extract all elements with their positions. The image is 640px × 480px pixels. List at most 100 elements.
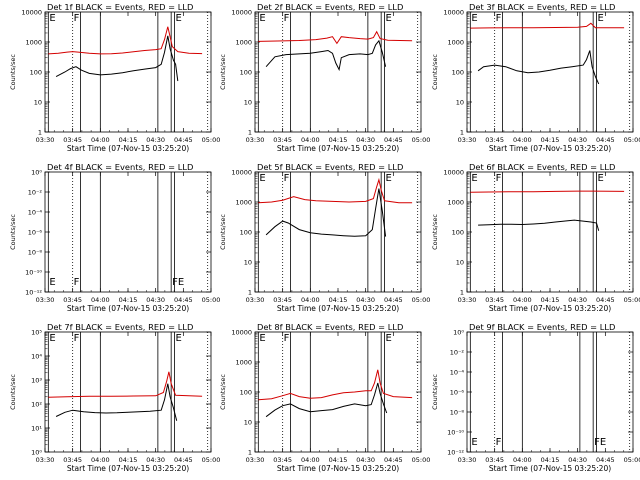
x-tick-label: 03:30 bbox=[458, 136, 477, 144]
x-tick-label: 04:00 bbox=[91, 136, 110, 144]
plot-frame bbox=[466, 11, 634, 133]
x-tick-label: 04:15 bbox=[329, 296, 348, 304]
flag-label: F bbox=[496, 13, 502, 24]
events-series-line bbox=[55, 35, 179, 82]
flag-label: F bbox=[74, 333, 80, 344]
y-tick-label: 10⁻⁸ bbox=[28, 249, 43, 257]
plot-frame bbox=[466, 331, 634, 453]
x-tick-label: 03:30 bbox=[246, 456, 265, 464]
x-axis-label: Start Time (07-Nov-15 03:25:20) bbox=[67, 464, 189, 473]
x-tick-label: 04:30 bbox=[146, 296, 165, 304]
y-tick-label: 10⁻⁴ bbox=[28, 209, 43, 217]
flag-label: F bbox=[284, 13, 290, 24]
flag-label: E bbox=[259, 173, 265, 184]
x-axis-label: Start Time (07-Nov-15 03:25:20) bbox=[489, 304, 611, 313]
lld-series-line bbox=[258, 30, 413, 45]
y-tick-label: 10⁻¹² bbox=[25, 289, 42, 297]
y-tick-label: 10 bbox=[456, 99, 464, 107]
y-tick-label: 10 bbox=[456, 259, 464, 267]
panel-title: Det 4f BLACK = Events, RED = LLD bbox=[47, 162, 193, 172]
y-tick-label: 1 bbox=[248, 449, 252, 457]
x-tick-label: 04:15 bbox=[119, 136, 138, 144]
x-axis-label: Start Time (07-Nov-15 03:25:20) bbox=[277, 144, 399, 153]
y-tick-label: 10⁴ bbox=[31, 353, 42, 361]
events-series-line bbox=[478, 219, 600, 231]
y-tick-label: 10⁰ bbox=[31, 169, 42, 177]
y-tick-label: 1 bbox=[38, 129, 42, 137]
y-tick-label: 10⁻⁴ bbox=[450, 369, 465, 377]
flag-label: F bbox=[74, 13, 80, 24]
y-tick-label: 10000 bbox=[443, 169, 464, 177]
panel-title: Det 3f BLACK = Events, RED = LLD bbox=[469, 2, 615, 12]
flag-label: F bbox=[284, 173, 290, 184]
x-tick-label: 04:00 bbox=[301, 456, 320, 464]
flag-label: E bbox=[175, 333, 181, 344]
panel-title: Det 1f BLACK = Events, RED = LLD bbox=[47, 2, 193, 12]
x-tick-label: 03:45 bbox=[485, 456, 504, 464]
x-tick-label: 03:45 bbox=[273, 456, 292, 464]
panel-7: Det 7f BLACK = Events, RED = LLD 03:30 03:… bbox=[9, 322, 220, 473]
y-tick-label: 10⁻² bbox=[28, 189, 43, 197]
flag-label: E bbox=[385, 173, 391, 184]
x-tick-label: 03:45 bbox=[485, 136, 504, 144]
x-tick-label: 03:30 bbox=[458, 456, 477, 464]
y-tick-label: 100 bbox=[240, 229, 252, 237]
x-tick-label: 05:00 bbox=[624, 456, 640, 464]
x-tick-label: 03:45 bbox=[485, 296, 504, 304]
y-tick-label: 10 bbox=[244, 99, 252, 107]
x-tick-label: 05:00 bbox=[202, 296, 221, 304]
x-tick-label: 04:30 bbox=[356, 296, 375, 304]
panel-2: Det 2f BLACK = Events, RED = LLD 03:30 03:… bbox=[219, 2, 430, 153]
flag-label: E bbox=[259, 333, 265, 344]
plot-frame bbox=[44, 171, 212, 293]
x-tick-label: 05:00 bbox=[412, 136, 431, 144]
y-axis-label: Counts/sec bbox=[219, 214, 227, 250]
y-tick-label: 100 bbox=[30, 69, 42, 77]
panel-8: Det 8f BLACK = Events, RED = LLD 03:30 03:… bbox=[219, 322, 430, 473]
x-tick-label: 04:00 bbox=[91, 456, 110, 464]
x-tick-label: 03:45 bbox=[273, 136, 292, 144]
x-tick-label: 04:45 bbox=[596, 296, 615, 304]
x-tick-label: 03:30 bbox=[36, 456, 55, 464]
x-tick-label: 04:15 bbox=[119, 296, 138, 304]
y-tick-label: 10000 bbox=[231, 169, 252, 177]
y-tick-label: 1000 bbox=[447, 199, 464, 207]
events-series-line bbox=[265, 188, 387, 237]
y-axis-label: Counts/sec bbox=[431, 54, 439, 90]
y-tick-label: 10⁻¹⁰ bbox=[447, 429, 464, 437]
y-tick-label: 1 bbox=[460, 129, 464, 137]
y-tick-label: 10⁰ bbox=[31, 449, 42, 457]
plot-frame bbox=[466, 171, 634, 293]
flag-label: E bbox=[385, 333, 391, 344]
y-tick-label: 10⁻² bbox=[450, 349, 465, 357]
flag-label: F bbox=[496, 173, 502, 184]
flag-label: F bbox=[496, 437, 502, 448]
x-tick-label: 04:15 bbox=[329, 136, 348, 144]
x-axis-label: Start Time (07-Nov-15 03:25:20) bbox=[489, 464, 611, 473]
x-tick-label: 03:45 bbox=[63, 136, 82, 144]
flag-label: E bbox=[597, 13, 603, 24]
y-axis-label: Counts/sec bbox=[431, 214, 439, 250]
flag-label: E bbox=[259, 13, 265, 24]
x-tick-label: 05:00 bbox=[624, 136, 640, 144]
x-tick-label: 04:15 bbox=[541, 296, 560, 304]
panel-9: Det 9f BLACK = Events, RED = LLD 03:30 03:… bbox=[431, 322, 640, 473]
y-tick-label: 1 bbox=[248, 289, 252, 297]
panel-6: Det 6f BLACK = Events, RED = LLD 03:30 03:… bbox=[431, 162, 640, 313]
x-tick-label: 04:30 bbox=[146, 136, 165, 144]
panel-title: Det 6f BLACK = Events, RED = LLD bbox=[469, 162, 615, 172]
y-tick-label: 100 bbox=[240, 69, 252, 77]
x-tick-label: 04:00 bbox=[513, 296, 532, 304]
flag-label: E bbox=[471, 437, 477, 448]
flag-label: F bbox=[284, 333, 290, 344]
x-tick-label: 05:00 bbox=[202, 456, 221, 464]
lld-series-line bbox=[470, 22, 625, 29]
y-tick-label: 10 bbox=[244, 419, 252, 427]
x-tick-label: 04:00 bbox=[301, 296, 320, 304]
panel-1: Det 1f BLACK = Events, RED = LLD 03:30 03:… bbox=[9, 2, 220, 153]
x-tick-label: 03:45 bbox=[63, 296, 82, 304]
y-tick-label: 10⁻⁶ bbox=[28, 229, 43, 237]
x-tick-label: 04:15 bbox=[119, 456, 138, 464]
x-tick-label: 03:30 bbox=[458, 296, 477, 304]
x-axis-label: Start Time (07-Nov-15 03:25:20) bbox=[277, 464, 399, 473]
